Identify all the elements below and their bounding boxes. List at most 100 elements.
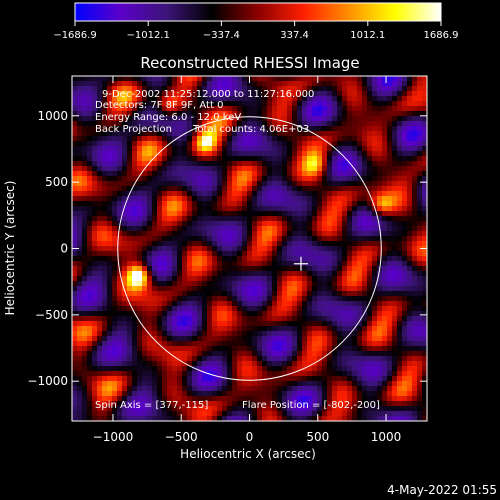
heatmap-cell [362,361,368,367]
heatmap-cell [162,336,168,342]
heatmap-cell [202,91,208,97]
heatmap-cell [292,366,298,372]
heatmap-cell [262,161,268,167]
heatmap-cell [367,166,373,172]
heatmap-cell [92,131,98,137]
heatmap-cell [177,141,183,147]
heatmap-cell [262,216,268,222]
heatmap-cell [422,156,427,162]
heatmap-cell [107,131,113,137]
heatmap-cell [282,121,288,127]
heatmap-cell [257,121,263,127]
heatmap-cell [412,181,418,187]
heatmap-cell [347,346,353,352]
heatmap-cell [227,176,233,182]
heatmap-cell [242,371,248,377]
heatmap-cell [137,196,143,202]
heatmap-cell [347,191,353,197]
heatmap-cell [357,196,363,202]
heatmap-cell [382,121,388,127]
heatmap-cell [392,131,398,137]
heatmap-cell [382,96,388,102]
heatmap-cell [197,216,203,222]
heatmap-cell [157,116,163,122]
heatmap-cell [342,131,348,137]
heatmap-cell [367,91,373,97]
heatmap-cell [107,161,113,167]
heatmap-cell [102,381,108,387]
heatmap-cell [182,111,188,117]
heatmap-cell [302,321,308,327]
heatmap-cell [192,121,198,127]
heatmap-cell [247,246,253,252]
heatmap-cell [342,221,348,227]
heatmap-cell [372,216,378,222]
heatmap-cell [227,96,233,102]
heatmap-cell [417,136,423,142]
heatmap-cell [72,216,78,222]
heatmap-cell [217,151,223,157]
heatmap-cell [322,306,328,312]
heatmap-cell [182,236,188,242]
heatmap-cell [72,96,78,102]
heatmap-cell [342,336,348,342]
heatmap-cell [247,241,253,247]
heatmap-cell [207,331,213,337]
heatmap-cell [367,181,373,187]
heatmap-cell [182,381,188,387]
heatmap-cell [297,146,303,152]
heatmap-cell [187,296,193,302]
heatmap-cell [337,281,343,287]
heatmap-cell [157,186,163,192]
heatmap-cell [277,131,283,137]
heatmap-cell [207,401,213,407]
heatmap-cell [372,96,378,102]
heatmap-cell [412,191,418,197]
heatmap-cell [262,156,268,162]
heatmap-cell [87,251,93,257]
heatmap-cell [202,121,208,127]
heatmap-cell [272,296,278,302]
heatmap-cell [282,96,288,102]
heatmap-cell [267,176,273,182]
heatmap-cell [317,96,323,102]
heatmap-cell [307,96,313,102]
heatmap-cell [112,251,118,257]
heatmap-cell [342,246,348,252]
heatmap-cell [327,226,333,232]
heatmap-cell [262,251,268,257]
heatmap-cell [152,286,158,292]
heatmap-cell [82,126,88,132]
heatmap-cell [82,236,88,242]
heatmap-cell [262,146,268,152]
heatmap-cell [77,396,83,402]
heatmap-cell [332,311,338,317]
heatmap-cell [207,171,213,177]
heatmap-cell [277,141,283,147]
heatmap-cell [217,121,223,127]
heatmap-cell [277,181,283,187]
heatmap-cell [177,176,183,182]
heatmap-cell [117,136,123,142]
heatmap-cell [102,306,108,312]
heatmap-cell [187,401,193,407]
heatmap-cell [372,311,378,317]
heatmap-cell [207,366,213,372]
heatmap-cell [282,321,288,327]
heatmap-cell [272,246,278,252]
heatmap-cell [87,226,93,232]
heatmap-cell [257,231,263,237]
heatmap-cell [107,371,113,377]
heatmap-cell [392,91,398,97]
heatmap-cell [287,201,293,207]
heatmap-cell [242,186,248,192]
heatmap-cell [317,191,323,197]
heatmap-cell [187,301,193,307]
heatmap-cell [387,371,393,377]
heatmap-cell [317,411,323,417]
heatmap-cell [107,351,113,357]
heatmap-cell [382,241,388,247]
heatmap-cell [97,141,103,147]
heatmap-cell [247,121,253,127]
heatmap-cell [387,321,393,327]
